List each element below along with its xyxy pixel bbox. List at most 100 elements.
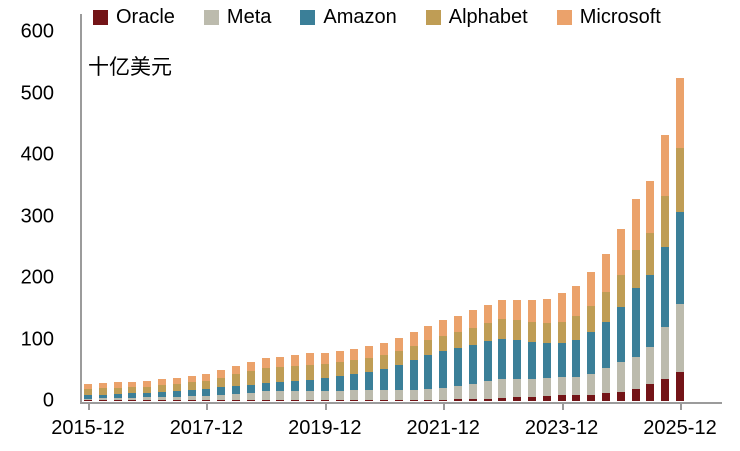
bar-segment-amazon <box>572 339 581 377</box>
bar-segment-meta <box>172 396 181 400</box>
bar-segment-meta <box>557 377 566 396</box>
bar-segment-microsoft <box>661 134 670 197</box>
bar-segment-meta <box>128 397 137 401</box>
bar-segment-microsoft <box>646 181 655 234</box>
bar-segment-oracle <box>320 399 329 401</box>
x-tick-label: 2019-12 <box>288 417 362 439</box>
bar-segment-oracle <box>202 399 211 401</box>
bar-segment-microsoft <box>84 383 92 389</box>
bar-segment-amazon <box>676 212 684 305</box>
bar-segment-alphabet <box>646 233 655 275</box>
bar-segment-alphabet <box>528 321 536 342</box>
bar-segment-microsoft <box>468 310 477 328</box>
bar-segment-amazon <box>365 371 374 391</box>
bar-segment-alphabet <box>335 362 344 377</box>
bar-segment-amazon <box>528 341 536 379</box>
bar-segment-meta <box>454 386 462 400</box>
bar-segment-amazon <box>380 368 388 391</box>
legend-label: Amazon <box>323 6 397 28</box>
bar-segment-meta <box>217 394 226 400</box>
bar-segment-alphabet <box>513 320 522 340</box>
bar-segment-oracle <box>513 397 522 401</box>
bar-segment-meta <box>320 390 329 400</box>
bar-segment-meta <box>439 388 448 400</box>
legend-item-amazon: Amazon <box>300 6 397 28</box>
bar-segment-amazon <box>661 246 670 327</box>
bar-segment-alphabet <box>84 388 92 395</box>
bar-segment-meta <box>528 378 536 397</box>
legend-item-meta: Meta <box>203 6 272 28</box>
bar-segment-oracle <box>113 400 122 401</box>
bar-segment-microsoft <box>335 351 344 363</box>
bar-segment-microsoft <box>528 299 536 322</box>
legend-item-alphabet: Alphabet <box>425 7 528 27</box>
bar-segment-alphabet <box>439 335 448 351</box>
bar-segment-oracle <box>542 396 551 401</box>
x-tick-label: 2015-12 <box>51 417 125 439</box>
bar-segment-amazon <box>128 393 137 398</box>
bar-segment-oracle <box>158 400 166 401</box>
bar-segment-oracle <box>306 400 314 401</box>
bar-segment-oracle <box>587 394 596 401</box>
bar-segment-meta <box>380 390 388 400</box>
bar-segment-oracle <box>602 393 610 401</box>
bar-segment-microsoft <box>172 377 181 385</box>
bar-segment-amazon <box>84 394 92 399</box>
bar-segment-meta <box>572 376 581 396</box>
legend-label: Meta <box>226 6 272 28</box>
bar-segment-amazon <box>158 392 166 398</box>
bar-segment-microsoft <box>306 353 314 365</box>
bar-segment-alphabet <box>587 305 596 333</box>
bar-segment-oracle <box>217 399 226 401</box>
bar-segment-microsoft <box>483 304 492 324</box>
bar-segment-microsoft <box>513 299 522 321</box>
bar-segment-alphabet <box>276 366 285 383</box>
bar-segment-microsoft <box>320 353 329 364</box>
bar-segment-alphabet <box>380 354 388 369</box>
bar-segment-microsoft <box>158 379 166 386</box>
bar-segment-meta <box>113 398 122 401</box>
bar-segment-meta <box>335 390 344 400</box>
bar-segment-amazon <box>439 350 448 389</box>
bar-segment-amazon <box>616 306 625 363</box>
y-tick-label: 100 <box>20 328 54 350</box>
bar-segment-amazon <box>409 360 418 390</box>
bar-segment-alphabet <box>676 148 684 213</box>
bar-segment-amazon <box>98 394 107 399</box>
y-tick-label: 400 <box>20 143 54 166</box>
bar-segment-meta <box>246 392 255 400</box>
bar-segment-oracle <box>246 399 255 401</box>
x-axis-tick <box>88 403 90 410</box>
bar-segment-alphabet <box>542 322 551 343</box>
bar-segment-oracle <box>98 400 107 401</box>
bar-segment-meta <box>409 389 418 400</box>
bar-segment-meta <box>365 390 374 400</box>
bar-segment-alphabet <box>483 323 492 342</box>
x-tick-label: 2017-12 <box>169 417 244 439</box>
bar-segment-microsoft <box>128 381 137 388</box>
legend-label: Oracle <box>116 6 175 28</box>
bar-segment-alphabet <box>454 331 462 349</box>
bar-segment-microsoft <box>498 300 507 320</box>
bar-segment-amazon <box>602 321 610 369</box>
y-tick-label: 600 <box>20 20 54 43</box>
bar-segment-alphabet <box>631 249 640 288</box>
bar-segment-amazon <box>261 383 270 392</box>
bar-segment-microsoft <box>542 298 551 323</box>
bar-segment-oracle <box>335 399 344 401</box>
x-axis-tick <box>561 403 564 410</box>
bar-segment-meta <box>498 378 507 398</box>
bar-segment-amazon <box>187 389 196 397</box>
bar-segment-alphabet <box>172 384 181 392</box>
bar-segment-alphabet <box>365 357 374 372</box>
x-tick-label: 2025-12 <box>643 417 717 439</box>
bar-segment-amazon <box>113 394 122 399</box>
bar-segment-amazon <box>217 387 226 395</box>
bar-segment-microsoft <box>394 338 403 351</box>
bar-segment-microsoft <box>631 199 640 250</box>
y-tick-label: 0 <box>42 389 54 412</box>
bar-segment-alphabet <box>98 388 107 395</box>
bar-segment-oracle <box>276 399 285 401</box>
x-axis-tick <box>443 403 446 410</box>
bar-segment-meta <box>513 378 522 398</box>
